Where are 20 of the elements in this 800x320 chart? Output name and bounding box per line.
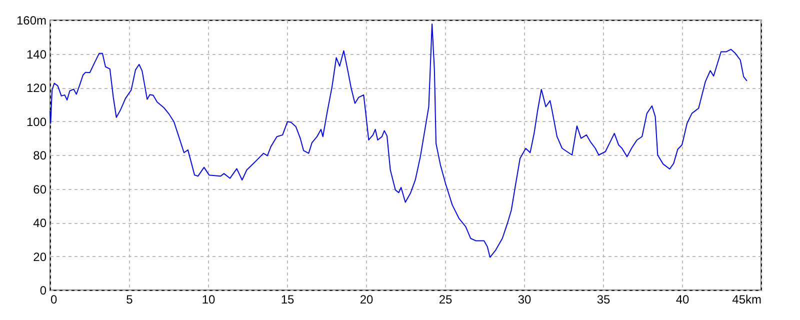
x-tick-label: 30 — [518, 292, 532, 306]
x-tick-label: 45km — [732, 292, 762, 306]
x-tick-label: 15 — [280, 292, 294, 306]
y-tick-label: 20 — [33, 250, 47, 264]
y-tick-label: 60 — [33, 182, 47, 196]
y-tick-label: 120 — [26, 81, 47, 95]
y-tick-label: 140 — [26, 47, 47, 62]
y-tick-label: 80 — [33, 148, 47, 162]
x-tick-label: 5 — [126, 292, 134, 306]
y-tick-label: 40 — [33, 216, 47, 230]
x-tick-label: 20 — [360, 292, 374, 306]
x-tick-label: 40 — [676, 292, 690, 306]
y-tick-label: 100 — [26, 114, 47, 129]
x-tick-label: 25 — [438, 292, 452, 306]
x-tick-label: 35 — [596, 292, 610, 306]
x-tick-label: 10 — [202, 292, 216, 306]
y-tick-label: 160m — [16, 14, 46, 28]
y-tick-label: 0 — [40, 284, 47, 298]
line-series — [50, 24, 748, 258]
x-tick-label: 0 — [50, 292, 58, 306]
